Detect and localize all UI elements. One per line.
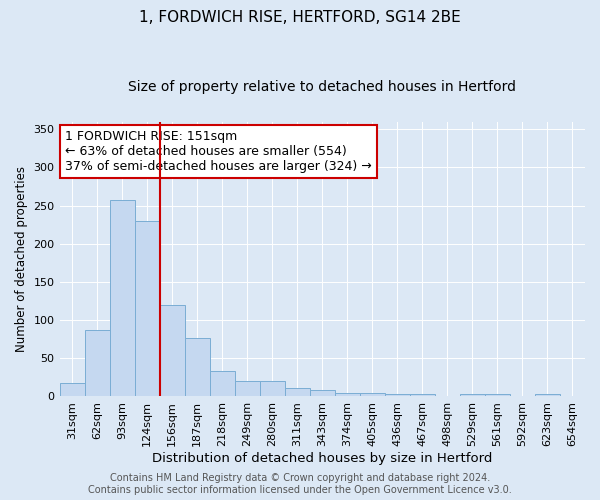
Bar	[185, 338, 209, 396]
Bar	[85, 330, 110, 396]
Bar	[285, 388, 310, 396]
Text: 1 FORDWICH RISE: 151sqm
← 63% of detached houses are smaller (554)
37% of semi-d: 1 FORDWICH RISE: 151sqm ← 63% of detache…	[65, 130, 371, 173]
Text: 1, FORDWICH RISE, HERTFORD, SG14 2BE: 1, FORDWICH RISE, HERTFORD, SG14 2BE	[139, 10, 461, 25]
Bar	[410, 394, 435, 396]
Y-axis label: Number of detached properties: Number of detached properties	[15, 166, 28, 352]
X-axis label: Distribution of detached houses by size in Hertford: Distribution of detached houses by size …	[152, 452, 493, 465]
Bar	[59, 382, 85, 396]
Bar	[385, 394, 410, 396]
Bar	[110, 200, 134, 396]
Bar	[310, 390, 335, 396]
Bar	[134, 221, 160, 396]
Bar	[235, 381, 260, 396]
Bar	[260, 381, 285, 396]
Bar	[160, 305, 185, 396]
Bar	[335, 394, 360, 396]
Text: Contains HM Land Registry data © Crown copyright and database right 2024.
Contai: Contains HM Land Registry data © Crown c…	[88, 474, 512, 495]
Bar	[209, 372, 235, 396]
Bar	[460, 394, 485, 396]
Bar	[360, 394, 385, 396]
Bar	[485, 394, 510, 396]
Title: Size of property relative to detached houses in Hertford: Size of property relative to detached ho…	[128, 80, 516, 94]
Bar	[535, 394, 560, 396]
